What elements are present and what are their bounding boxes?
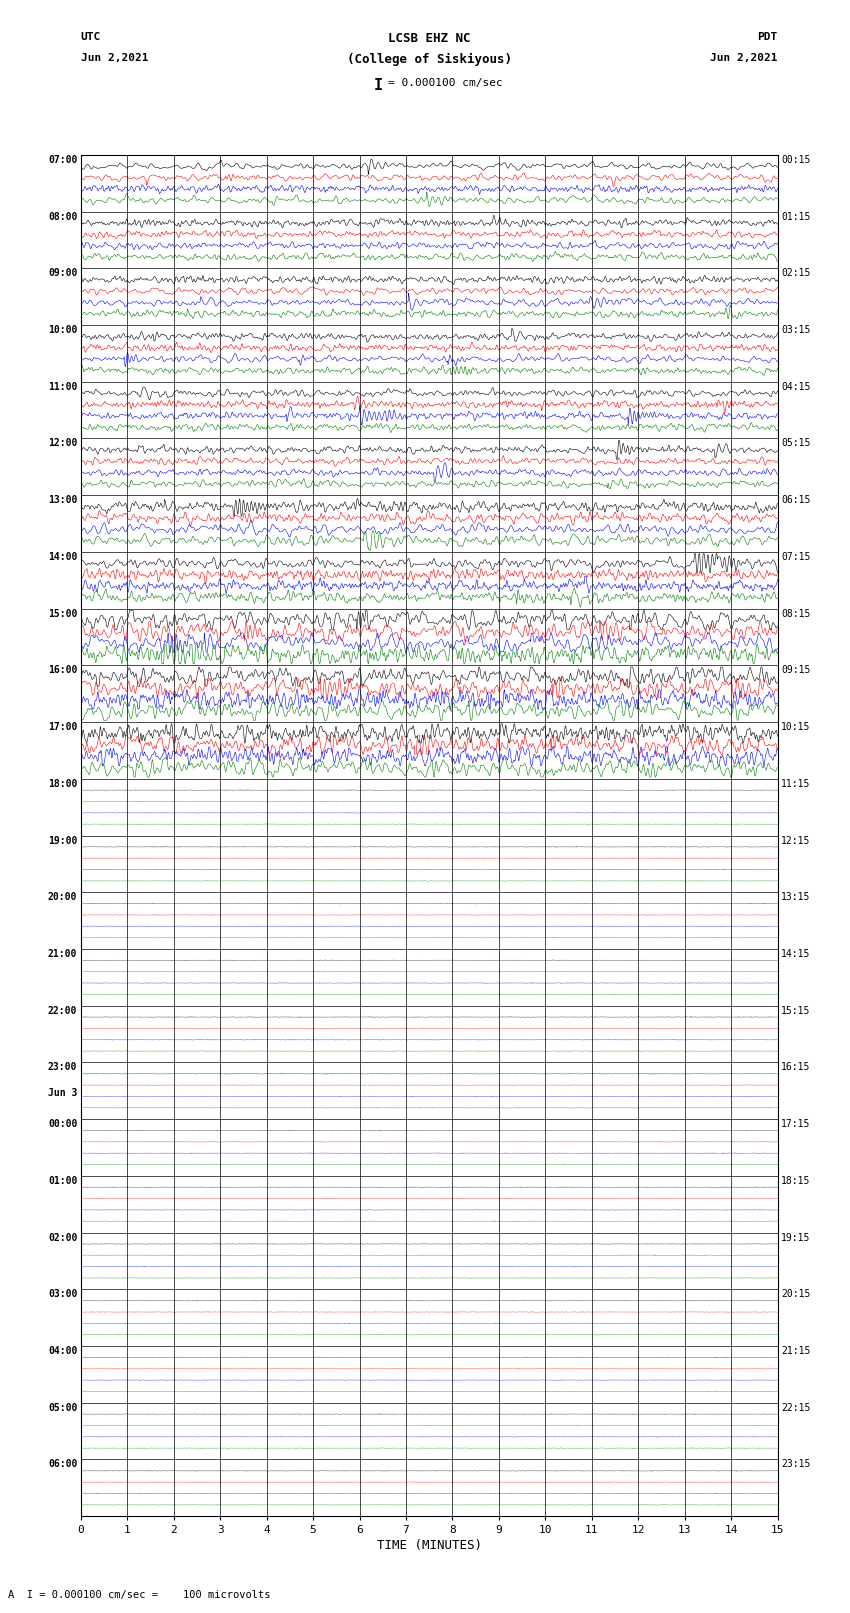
Text: 04:00: 04:00 bbox=[48, 1345, 77, 1357]
Text: 02:00: 02:00 bbox=[48, 1232, 77, 1242]
Text: Jun 2,2021: Jun 2,2021 bbox=[81, 53, 148, 63]
Text: 03:00: 03:00 bbox=[48, 1289, 77, 1300]
Text: 03:15: 03:15 bbox=[781, 326, 811, 336]
Text: 09:00: 09:00 bbox=[48, 268, 77, 279]
Text: 21:15: 21:15 bbox=[781, 1345, 811, 1357]
Text: 08:00: 08:00 bbox=[48, 211, 77, 221]
Text: 01:00: 01:00 bbox=[48, 1176, 77, 1186]
Text: 00:15: 00:15 bbox=[781, 155, 811, 165]
Text: (College of Siskiyous): (College of Siskiyous) bbox=[347, 53, 512, 66]
Text: 20:00: 20:00 bbox=[48, 892, 77, 902]
Text: 09:15: 09:15 bbox=[781, 666, 811, 676]
Text: 06:15: 06:15 bbox=[781, 495, 811, 505]
Text: 01:15: 01:15 bbox=[781, 211, 811, 221]
Text: 07:15: 07:15 bbox=[781, 552, 811, 561]
Text: Jun 3: Jun 3 bbox=[48, 1087, 77, 1098]
Text: LCSB EHZ NC: LCSB EHZ NC bbox=[388, 32, 471, 45]
Text: 12:00: 12:00 bbox=[48, 439, 77, 448]
Text: 18:00: 18:00 bbox=[48, 779, 77, 789]
Text: 23:00: 23:00 bbox=[48, 1063, 77, 1073]
Text: 06:00: 06:00 bbox=[48, 1460, 77, 1469]
Text: 22:00: 22:00 bbox=[48, 1007, 77, 1016]
Text: 02:15: 02:15 bbox=[781, 268, 811, 279]
Text: 16:15: 16:15 bbox=[781, 1063, 811, 1073]
Text: 10:00: 10:00 bbox=[48, 326, 77, 336]
Text: 14:00: 14:00 bbox=[48, 552, 77, 561]
Text: 04:15: 04:15 bbox=[781, 382, 811, 392]
Text: Jun 2,2021: Jun 2,2021 bbox=[711, 53, 778, 63]
Text: 15:15: 15:15 bbox=[781, 1007, 811, 1016]
Text: 15:00: 15:00 bbox=[48, 608, 77, 619]
Text: 20:15: 20:15 bbox=[781, 1289, 811, 1300]
Text: 18:15: 18:15 bbox=[781, 1176, 811, 1186]
Text: A  I = 0.000100 cm/sec =    100 microvolts: A I = 0.000100 cm/sec = 100 microvolts bbox=[8, 1590, 271, 1600]
Text: UTC: UTC bbox=[81, 32, 101, 42]
Text: 17:15: 17:15 bbox=[781, 1119, 811, 1129]
Text: PDT: PDT bbox=[757, 32, 778, 42]
Text: 07:00: 07:00 bbox=[48, 155, 77, 165]
Text: 21:00: 21:00 bbox=[48, 948, 77, 960]
Text: = 0.000100 cm/sec: = 0.000100 cm/sec bbox=[388, 79, 503, 89]
Text: 23:15: 23:15 bbox=[781, 1460, 811, 1469]
Text: 12:15: 12:15 bbox=[781, 836, 811, 845]
Text: 22:15: 22:15 bbox=[781, 1403, 811, 1413]
Text: 17:00: 17:00 bbox=[48, 723, 77, 732]
Text: I: I bbox=[373, 79, 382, 94]
Text: 14:15: 14:15 bbox=[781, 948, 811, 960]
Text: 11:00: 11:00 bbox=[48, 382, 77, 392]
Text: 19:00: 19:00 bbox=[48, 836, 77, 845]
Text: 13:15: 13:15 bbox=[781, 892, 811, 902]
Text: 19:15: 19:15 bbox=[781, 1232, 811, 1242]
Text: 10:15: 10:15 bbox=[781, 723, 811, 732]
Text: 05:15: 05:15 bbox=[781, 439, 811, 448]
Text: 13:00: 13:00 bbox=[48, 495, 77, 505]
Text: 00:00: 00:00 bbox=[48, 1119, 77, 1129]
Text: 16:00: 16:00 bbox=[48, 666, 77, 676]
X-axis label: TIME (MINUTES): TIME (MINUTES) bbox=[377, 1539, 482, 1552]
Text: 08:15: 08:15 bbox=[781, 608, 811, 619]
Text: 05:00: 05:00 bbox=[48, 1403, 77, 1413]
Text: 11:15: 11:15 bbox=[781, 779, 811, 789]
